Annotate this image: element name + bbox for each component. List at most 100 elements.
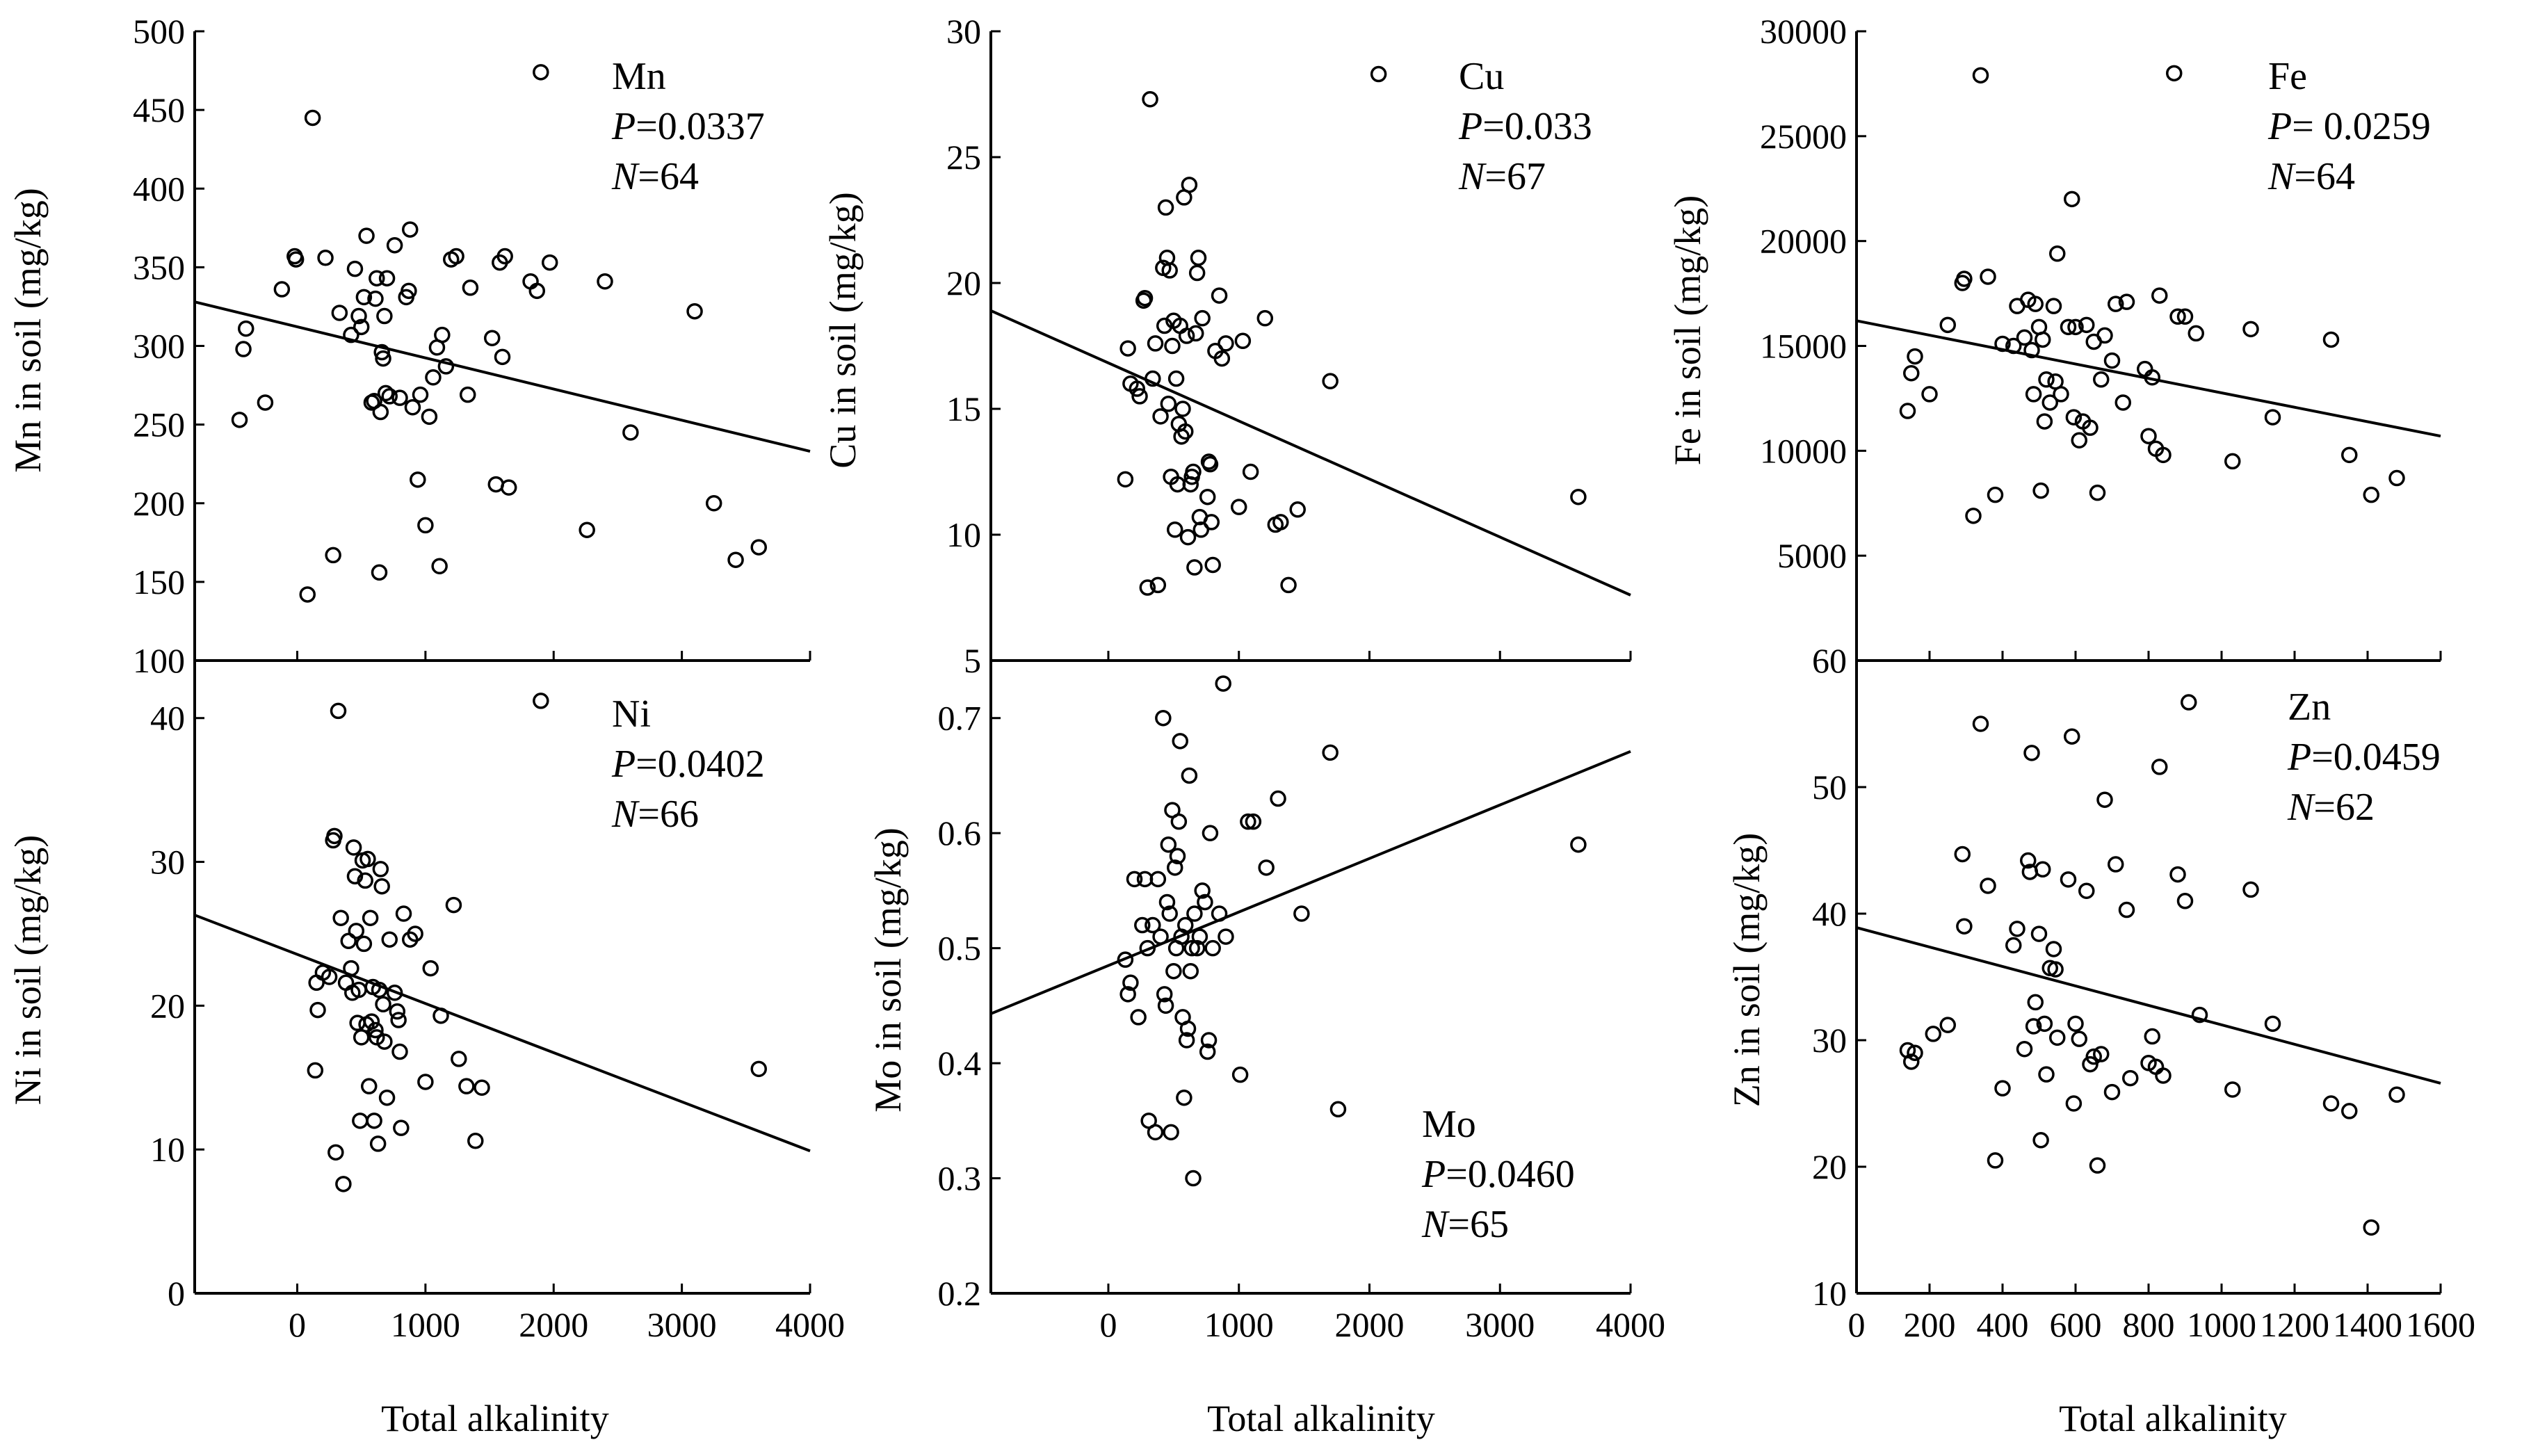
cu-trendline [990,309,1631,597]
ni-y-axis-title: Ni in soil (mg/kg) [7,835,49,1106]
ni-data-point [376,1033,393,1050]
zn-data-point [2108,856,2124,873]
fe-data-point [1939,316,1956,334]
cu-n-number: =67 [1485,155,1546,198]
cu-data-point [1119,340,1136,357]
cu-data-point [1242,463,1259,480]
mo-data-point [1122,974,1139,992]
cu-data-point [1147,335,1164,352]
ni-data-point [340,932,357,950]
cu-data-point [1186,559,1203,576]
fe-y-tick-label: 5000 [1777,536,1847,575]
mo-data-point [1211,905,1228,922]
fe-data-point [2108,296,2124,312]
ni-data-point [355,935,373,953]
mn-data-point [367,290,384,307]
cu-data-point [1136,289,1154,307]
zn-y-tick-label: 30 [1812,1021,1847,1060]
mn-data-point [257,394,274,411]
panel-mn: Mn in soil (mg/kg) Mn P=0.0337 N=64 100 1… [7,12,811,680]
zn-p-symbol: P [2287,736,2311,779]
mo-data-point [1155,709,1172,727]
mo-n-number: =65 [1448,1203,1509,1246]
zn-data-point [2009,921,2025,937]
fe-element-label: Fe [2268,55,2307,98]
cu-data-point [1218,335,1234,352]
ni-data-point [750,1060,767,1078]
zn-x-tick-label: 1000 [2187,1305,2256,1344]
mn-data-point [500,479,517,496]
zn-data-point [2016,1040,2033,1058]
mn-data-point [425,369,442,386]
fe-p-number: = 0.0259 [2292,105,2431,148]
fe-n-value: N=64 [2267,155,2355,198]
mn-data-point [622,424,639,441]
cu-data-point [1188,325,1204,342]
mo-p-number: =0.0460 [1446,1153,1575,1196]
mo-data-point [1145,916,1161,934]
cu-data-point [1192,521,1210,538]
zn-data-point [2025,1018,2042,1035]
mn-trendline [194,300,811,453]
fe-data-point [2016,329,2033,346]
mo-data-point [1166,859,1183,876]
ni-data-point [326,827,343,845]
mo-data-point [1163,1124,1179,1141]
mo-y-axis-title: Mo in soil (mg/kg) [867,827,909,1113]
mn-data-point [404,398,421,416]
fe-data-point [2363,486,2379,503]
cu-n-symbol: N [1458,155,1487,198]
mo-p-symbol: P [1421,1153,1446,1196]
mo-data-point [1188,939,1206,957]
mn-data-point [355,289,373,306]
mo-data-point [1160,836,1177,853]
panel-zn: Zn in soil (mg/kg) Total alkalinity Zn P… [1726,641,2475,1439]
ni-data-point [422,960,439,977]
zn-data-point [2363,1219,2379,1236]
cu-y-tick-label: 15 [946,389,981,428]
mo-y-tick-label: 0.2 [938,1274,982,1313]
cu-data-point [1272,514,1289,531]
mn-data-point [579,521,595,538]
mn-data-point [373,343,390,361]
mn-p-value: P=0.0337 [611,105,765,148]
mn-data-point [686,302,703,320]
zn-x-tick-label: 800 [2123,1305,2175,1344]
fe-y-axis-title: Fe in soil (mg/kg) [1667,195,1708,466]
mo-x-tick-label: 1000 [1204,1305,1274,1344]
mn-data-point [325,547,341,564]
mn-data-point [496,248,513,265]
mn-data-point [346,260,364,277]
cu-data-point [1178,327,1195,344]
fe-data-point [1907,348,1923,365]
zn-data-point [2071,1030,2087,1047]
mo-data-point [1183,939,1200,957]
ni-data-point [362,909,379,926]
zn-data-point [2078,882,2095,899]
mo-data-point [1177,916,1194,934]
mn-n-symbol: N [611,155,640,198]
fe-y-tick-label: 20000 [1760,222,1847,261]
zn-data-point [2118,901,2135,919]
mn-data-point [541,254,558,271]
fe-data-point [1921,386,1938,403]
ni-data-point [359,850,376,868]
zn-p-number: =0.0459 [2311,736,2441,779]
zn-x-tick-label: 1200 [2260,1305,2329,1344]
cu-data-point [1181,177,1198,193]
fe-data-point [2322,331,2340,348]
mn-data-point [431,558,448,574]
cu-data-point [1174,401,1191,417]
mn-data-point [343,326,359,343]
zn-trendline [1856,926,2441,1085]
cu-data-point [1322,373,1339,389]
zn-y-tick-label: 10 [1812,1274,1847,1313]
mo-data-point [1182,962,1199,980]
ni-data-point [367,1021,384,1039]
mn-p-symbol: P [611,105,636,148]
fe-data-point [2027,296,2044,312]
ni-data-point [357,872,373,889]
mo-data-point [1186,905,1203,922]
fe-data-point [2067,318,2084,336]
